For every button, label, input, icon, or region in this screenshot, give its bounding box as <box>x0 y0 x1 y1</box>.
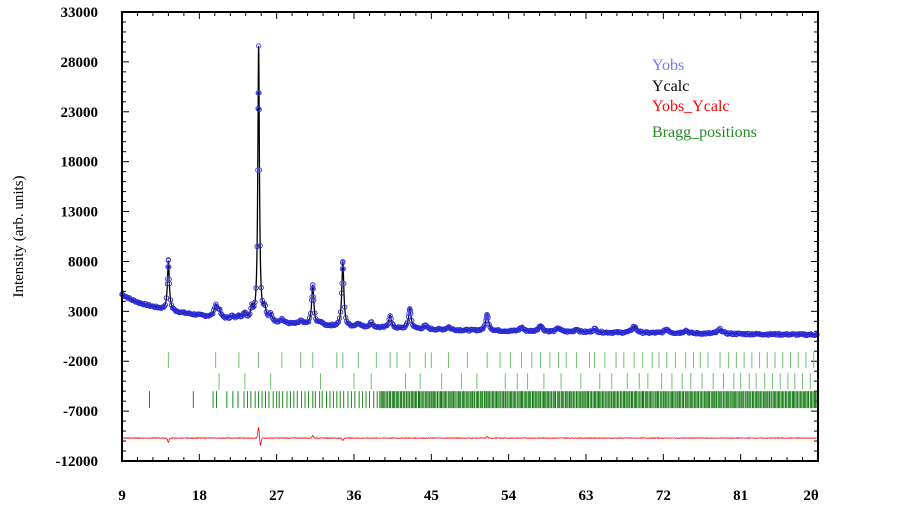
x-tick-label: 54 <box>501 488 517 504</box>
yobs-point <box>336 315 343 321</box>
yobs-point <box>483 315 489 321</box>
yobs-points <box>119 43 820 339</box>
yobs-point <box>210 311 216 317</box>
yobs-point <box>165 257 172 264</box>
yobs-point <box>256 167 263 173</box>
y-tick-label: 33000 <box>61 5 99 21</box>
ycalc-line <box>121 45 818 336</box>
yobs-point <box>408 310 414 317</box>
x-tick-label: 81 <box>733 488 748 504</box>
yobs-point <box>216 306 222 312</box>
yobs-point <box>338 290 345 296</box>
legend-entry-bragg-positions: Bragg_positions <box>652 124 757 141</box>
yobs-point <box>337 309 344 315</box>
y-tick-label: 3000 <box>68 304 98 320</box>
y-tick-label: 28000 <box>61 55 99 71</box>
yobs-point <box>529 328 536 335</box>
x-tick-label: 9 <box>118 488 126 504</box>
yobs-point <box>341 280 347 287</box>
yobs-point <box>250 304 256 310</box>
yobs-point <box>256 90 262 96</box>
yobs-point <box>485 315 491 321</box>
yobs-point <box>262 302 268 309</box>
yobs-point <box>166 264 172 270</box>
legend-entry-yobs: Yobs <box>652 57 684 74</box>
x-axis-title: 2θ <box>803 488 819 504</box>
y-tick-label: 13000 <box>61 205 99 221</box>
yobs-point <box>587 328 593 334</box>
yobs-point <box>334 320 341 326</box>
legend: Yobs Ycalc Yobs_Ycalc Bragg_positions <box>652 57 757 141</box>
yobs-point <box>310 286 316 292</box>
yobs-point <box>163 295 169 301</box>
y-tick-label: 23000 <box>61 105 99 121</box>
yobs-point <box>167 297 174 303</box>
x-tick-label: 36 <box>347 488 363 504</box>
yobs-point <box>343 315 349 321</box>
yobs-point <box>253 285 259 291</box>
yobs-point <box>340 258 346 265</box>
yobs-point <box>213 301 219 307</box>
yobs-point <box>246 312 252 318</box>
yobs-ycalc-residual-line <box>121 427 819 446</box>
bragg-position-ticks <box>148 352 818 409</box>
yobs-point <box>340 266 346 272</box>
y-tick-label: -7000 <box>63 404 98 420</box>
yobs-point <box>312 310 318 316</box>
y-tick-labels: -12000 -7000 -2000 3000 8000 13000 18000 23000 2… <box>56 5 99 470</box>
yobs-point <box>256 106 262 113</box>
yobs-point <box>255 167 261 173</box>
yobs-point <box>342 304 348 310</box>
legend-entry-ycalc: Ycalc <box>652 78 689 95</box>
x-tick-label: 45 <box>424 488 439 504</box>
yobs-point <box>255 105 261 112</box>
yobs-point <box>252 299 258 305</box>
y-axis-title: Intensity (arb. units) <box>11 175 27 297</box>
yobs-point <box>407 307 413 313</box>
yobs-point <box>268 311 275 318</box>
y-tick-label: -2000 <box>63 354 98 370</box>
y-tick-label: 8000 <box>68 254 98 270</box>
yobs-point <box>486 321 492 327</box>
yobs-point <box>166 276 172 282</box>
plot-frame <box>121 11 819 462</box>
yobs-point <box>162 302 168 308</box>
x-tick-labels: 9 18 27 36 45 54 63 72 81 <box>118 488 748 504</box>
y-tick-label: 18000 <box>61 155 99 171</box>
yobs-point <box>480 326 486 332</box>
yobs-point <box>387 313 393 319</box>
yobs-point <box>814 331 820 338</box>
x-tick-label: 27 <box>269 488 285 504</box>
x-tick-label: 18 <box>192 488 207 504</box>
y-tick-label: -12000 <box>56 454 99 470</box>
yobs-point <box>310 294 317 300</box>
yobs-point <box>255 43 262 49</box>
yobs-point <box>254 243 260 250</box>
yobs-point <box>406 310 412 317</box>
yobs-point <box>257 242 263 249</box>
yobs-point <box>247 311 253 317</box>
yobs-point <box>258 284 264 291</box>
yobs-point <box>164 281 171 287</box>
legend-entry-yobs-ycalc: Yobs_Ycalc <box>652 98 729 115</box>
yobs-point <box>309 294 315 300</box>
yobs-point <box>339 280 345 287</box>
yobs-point <box>568 328 575 335</box>
x-tick-label: 72 <box>656 488 671 504</box>
x-tick-label: 63 <box>579 488 594 504</box>
